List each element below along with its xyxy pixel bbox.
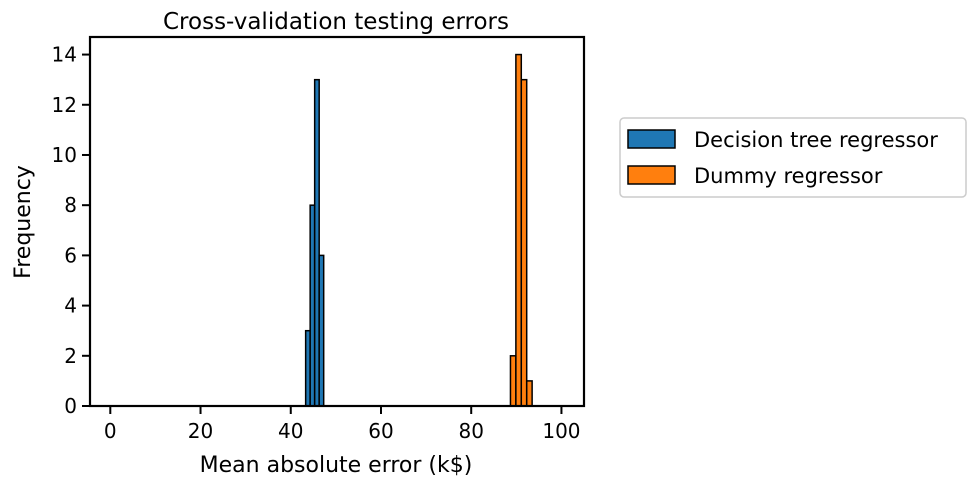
y-tick-label: 0 xyxy=(64,394,77,418)
y-tick-label: 8 xyxy=(64,193,77,217)
histogram-bar-s1-0 xyxy=(509,355,517,407)
y-tick-label: 14 xyxy=(52,43,77,67)
y-tick-label: 10 xyxy=(52,143,77,167)
plot-frame xyxy=(88,35,586,408)
legend: Decision tree regressor Dummy regressor xyxy=(619,117,967,198)
x-tick-label: 80 xyxy=(458,419,483,443)
x-tick-label: 100 xyxy=(542,419,580,443)
legend-frame xyxy=(619,117,967,198)
x-tick-label: 60 xyxy=(368,419,393,443)
legend-swatch-dummy xyxy=(627,165,676,185)
histogram-bar-s0-4 xyxy=(318,254,325,407)
y-tick-label: 4 xyxy=(64,294,77,318)
legend-label-decision-tree: Decision tree regressor xyxy=(694,128,938,152)
x-tick-label: 40 xyxy=(278,419,303,443)
histogram-bar-s1-2 xyxy=(520,78,528,407)
legend-swatch-decision-tree xyxy=(627,129,676,149)
histogram-bars xyxy=(304,53,533,407)
x-tick-label: 0 xyxy=(104,419,117,443)
y-tick-label: 2 xyxy=(64,344,77,368)
y-axis-ticks: 0 2 4 6 8 10 12 14 xyxy=(52,43,90,418)
chart-title: Cross-validation testing errors xyxy=(163,9,509,35)
legend-label-dummy: Dummy regressor xyxy=(694,164,883,188)
histogram-bar-s1-3 xyxy=(525,380,533,407)
histogram-bar-s1-1 xyxy=(515,53,523,407)
x-axis-label: Mean absolute error (k$) xyxy=(200,453,473,478)
y-tick-label: 12 xyxy=(52,93,77,117)
x-axis-ticks: 0 20 40 60 80 100 xyxy=(104,406,581,443)
y-axis-label: Frequency xyxy=(11,165,36,279)
y-tick-label: 6 xyxy=(64,243,77,267)
x-tick-label: 20 xyxy=(188,419,213,443)
